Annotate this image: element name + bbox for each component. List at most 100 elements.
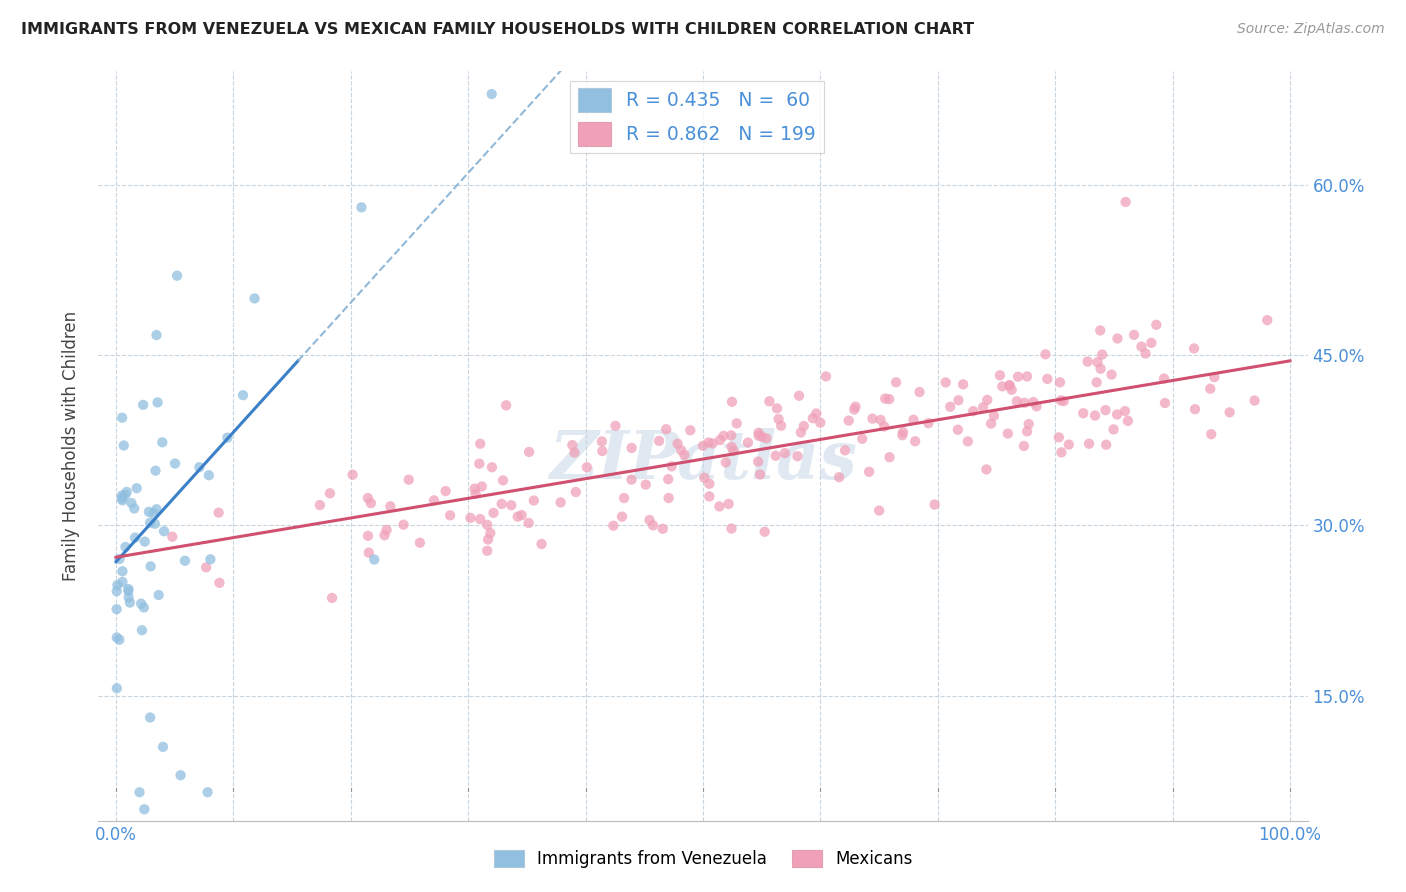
Legend: R = 0.435   N =  60, R = 0.862   N = 199: R = 0.435 N = 60, R = 0.862 N = 199 [571, 81, 824, 153]
Point [477, 533, 499, 547]
Point [875, 392, 897, 406]
Point [575, 460, 598, 475]
Point [714, 455, 737, 469]
Point [482, 506, 505, 520]
Point [773, 446, 796, 460]
Point [1135, 346, 1157, 360]
Point [423, 493, 446, 508]
Point [1102, 422, 1125, 436]
Point [747, 425, 769, 440]
Point [357, 546, 380, 560]
Point [658, 491, 681, 505]
Point [806, 407, 828, 421]
Point [754, 524, 776, 539]
Point [105, 584, 128, 599]
Point [118, 591, 141, 605]
Point [723, 443, 745, 458]
Legend: Immigrants from Venezuela, Mexicans: Immigrants from Venezuela, Mexicans [486, 843, 920, 875]
Point [1184, 402, 1206, 417]
Point [1114, 404, 1136, 418]
Point [107, 578, 129, 592]
Point [638, 513, 661, 527]
Point [997, 426, 1019, 441]
Point [790, 425, 813, 440]
Point [1005, 394, 1028, 409]
Point [398, 473, 420, 487]
Point [105, 631, 128, 645]
Point [1094, 403, 1116, 417]
Point [1077, 354, 1099, 368]
Text: ZIPatlas: ZIPatlas [550, 428, 856, 493]
Point [523, 493, 546, 508]
Point [1219, 405, 1241, 419]
Point [392, 517, 415, 532]
Point [709, 500, 731, 514]
Point [720, 428, 742, 442]
Point [208, 575, 231, 590]
Point [1049, 376, 1071, 390]
Point [692, 439, 714, 453]
Point [720, 522, 742, 536]
Point [851, 432, 873, 446]
Point [169, 768, 191, 782]
Point [946, 423, 969, 437]
Point [766, 401, 789, 416]
Point [786, 449, 808, 463]
Point [768, 412, 790, 426]
Point [492, 474, 515, 488]
Point [125, 481, 148, 495]
Point [350, 200, 373, 214]
Point [747, 454, 769, 468]
Point [495, 398, 517, 412]
Point [342, 467, 364, 482]
Point [152, 739, 174, 754]
Point [561, 438, 583, 452]
Point [873, 419, 896, 434]
Point [591, 444, 613, 458]
Point [357, 529, 380, 543]
Point [1050, 393, 1073, 408]
Point [801, 411, 824, 425]
Point [737, 435, 759, 450]
Point [613, 491, 636, 505]
Point [980, 417, 1002, 431]
Point [1243, 393, 1265, 408]
Point [634, 477, 657, 491]
Point [491, 497, 513, 511]
Point [139, 710, 162, 724]
Point [112, 438, 135, 452]
Point [952, 377, 974, 392]
Point [1144, 318, 1167, 332]
Point [1007, 369, 1029, 384]
Point [145, 502, 167, 516]
Point [908, 385, 931, 400]
Point [1050, 445, 1073, 459]
Text: IMMIGRANTS FROM VENEZUELA VS MEXICAN FAMILY HOUSEHOLDS WITH CHILDREN CORRELATION: IMMIGRANTS FROM VENEZUELA VS MEXICAN FAM… [21, 22, 974, 37]
Point [111, 574, 134, 589]
Point [758, 394, 780, 409]
Point [956, 434, 979, 449]
Point [550, 495, 572, 509]
Point [470, 512, 492, 526]
Point [844, 400, 866, 414]
Point [517, 516, 540, 530]
Point [188, 460, 211, 475]
Point [648, 434, 671, 448]
Point [131, 624, 153, 638]
Point [669, 443, 692, 458]
Point [138, 505, 160, 519]
Point [1022, 395, 1045, 409]
Point [111, 564, 134, 578]
Point [699, 490, 721, 504]
Point [565, 485, 588, 500]
Point [114, 540, 136, 554]
Point [748, 428, 770, 442]
Point [1057, 437, 1080, 451]
Point [470, 436, 492, 450]
Point [884, 376, 907, 390]
Point [679, 423, 702, 437]
Point [828, 470, 851, 484]
Point [1085, 376, 1108, 390]
Point [460, 511, 482, 525]
Point [1199, 427, 1222, 442]
